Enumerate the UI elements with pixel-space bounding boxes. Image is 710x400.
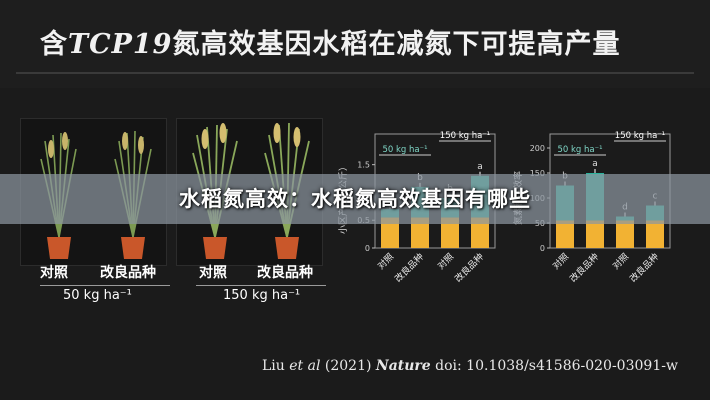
bar-segment [441,217,459,248]
x-tick-label: 改良品种 [392,251,426,285]
x-tick-label: 对照 [550,251,571,272]
x-tick-label: 对照 [375,251,396,272]
dose-rule-50 [40,285,170,286]
photo-label-improved-50: 改良品种 [100,265,156,281]
bar-segment [646,220,664,248]
y-tick-label: 200 [530,144,545,153]
yield-bar-chart: 00.511.5小区产量（公斤）c对照b改良品种b对照a改良品种50 kg ha… [337,131,496,285]
dose-rule-150 [196,285,326,286]
bar-segment [381,217,399,248]
y-tick-label: 1.5 [357,161,370,170]
overlay-banner [0,174,710,224]
group-label: 50 kg ha⁻¹ [557,145,602,155]
journal-name: Nature [375,358,431,374]
significance-letter: a [592,159,598,169]
banner-title: 水稻氮高效：水稻氮高效基因有哪些 [179,187,531,211]
group-label: 150 kg ha⁻¹ [440,131,490,141]
photo-label-control-150: 对照 [199,265,227,281]
dose-label-50: 50 kg ha⁻¹ [63,288,132,303]
x-tick-label: 改良品种 [567,251,601,285]
significance-letter: a [477,162,483,172]
x-tick-label: 改良品种 [452,251,486,285]
bar-segment [471,217,489,248]
citation: Liu et al (2021) Nature doi: 10.1038/s41… [262,358,678,374]
bar-segment [586,220,604,248]
x-tick-label: 改良品种 [627,251,661,285]
title-divider [16,72,694,74]
photo-label-improved-150: 改良品种 [257,265,313,281]
bar-segment [616,220,634,248]
group-label: 150 kg ha⁻¹ [615,131,665,141]
y-tick-label: 150 [530,169,545,178]
slide-title: 含TCP19氮高效基因水稻在减氮下可提高产量 [40,29,621,60]
x-tick-label: 对照 [435,251,456,272]
bar-segment [556,220,574,248]
y-tick-label: 0 [365,244,370,253]
gene-name: TCP19 [68,29,173,60]
bar-segment [411,217,429,248]
y-tick-label: 0 [540,244,545,253]
x-tick-label: 对照 [610,251,631,272]
dose-label-150: 150 kg ha⁻¹ [223,288,301,303]
photo-label-control-50: 对照 [40,265,68,281]
group-label: 50 kg ha⁻¹ [382,145,427,155]
